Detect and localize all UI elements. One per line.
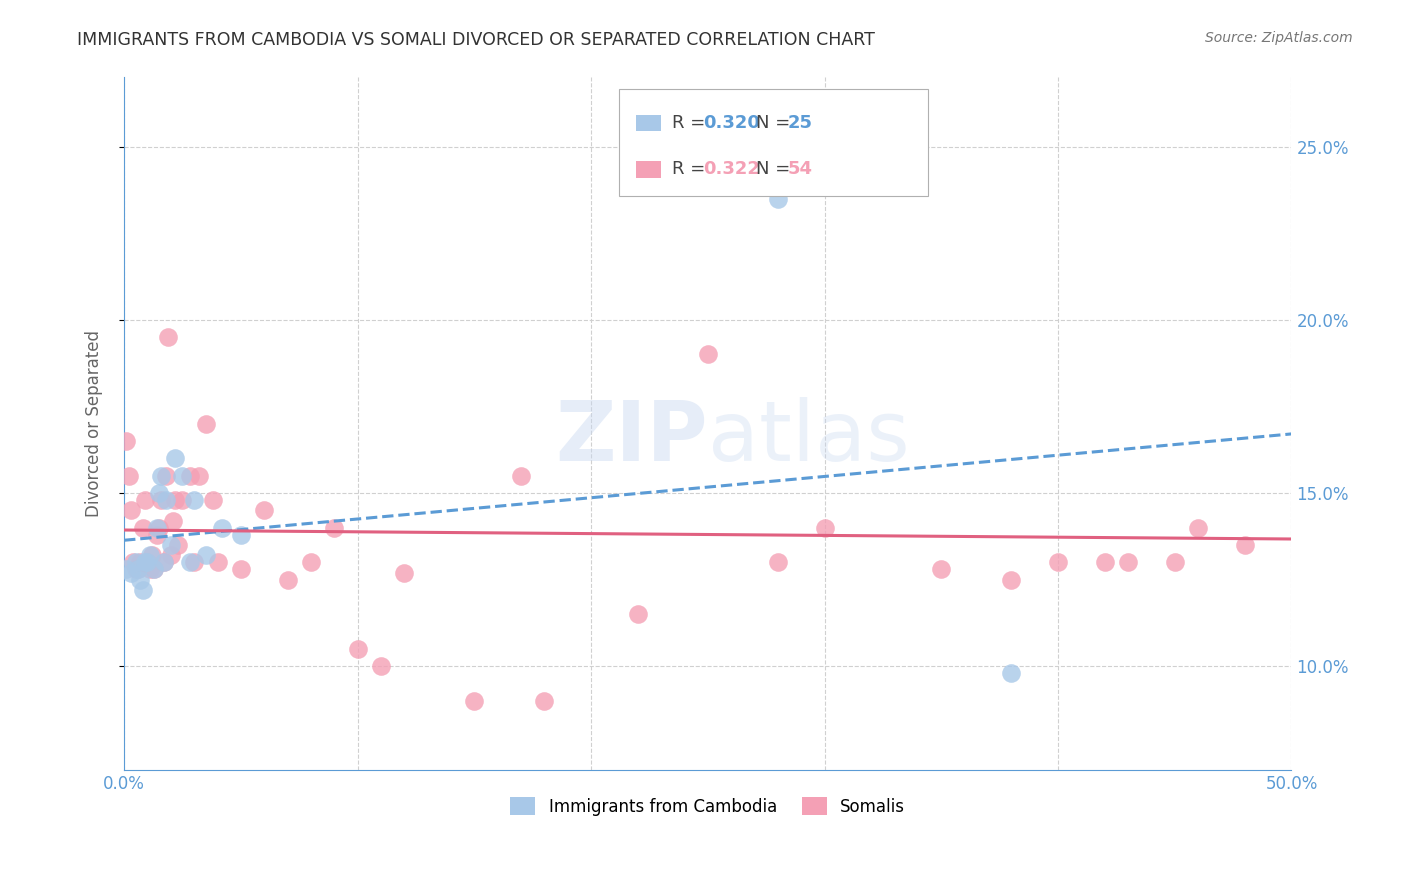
Point (346, 641, 368, 656)
Text: 0.320: 0.320 (703, 114, 759, 132)
Point (146, 527, 169, 541)
Point (141, 549, 163, 563)
Point (132, 582, 155, 597)
Point (115, 562, 138, 576)
Point (143, 562, 166, 576)
Point (394, 566, 416, 580)
Point (122, 555, 145, 569)
Point (179, 468, 201, 483)
Point (533, 694, 555, 708)
Point (159, 549, 181, 563)
Point (229, 527, 252, 541)
Point (127, 562, 149, 576)
Point (134, 492, 156, 507)
Point (299, 555, 322, 569)
Text: ZIP: ZIP (555, 397, 707, 478)
Point (813, 520, 835, 534)
Text: 25: 25 (787, 114, 813, 132)
Point (129, 555, 152, 569)
Point (211, 520, 233, 534)
Point (1164, 555, 1187, 569)
Point (139, 562, 162, 576)
Point (1000, 573, 1022, 587)
Point (129, 573, 152, 587)
Point (194, 549, 217, 563)
Point (229, 562, 252, 576)
Point (118, 468, 141, 483)
Point (165, 492, 187, 507)
Point (1094, 555, 1116, 569)
Point (172, 468, 194, 483)
Text: 0.322: 0.322 (703, 161, 759, 178)
Point (115, 434, 138, 448)
Point (120, 503, 142, 517)
Point (150, 468, 173, 483)
Point (187, 468, 209, 483)
Point (146, 520, 169, 534)
Point (860, 157, 883, 171)
Point (1000, 666, 1022, 681)
Point (766, 192, 789, 206)
Y-axis label: Divorced or Separated: Divorced or Separated (86, 330, 103, 517)
Point (162, 514, 184, 528)
Point (157, 330, 180, 344)
Point (125, 555, 148, 569)
Point (1046, 555, 1069, 569)
Point (159, 538, 181, 552)
Point (155, 468, 177, 483)
Point (172, 492, 194, 507)
Point (153, 555, 176, 569)
Point (183, 492, 205, 507)
Point (370, 659, 392, 673)
Point (165, 451, 187, 466)
Point (277, 573, 299, 587)
Point (696, 347, 718, 361)
Point (1233, 538, 1256, 552)
Point (323, 520, 346, 534)
Text: 54: 54 (787, 161, 813, 178)
Point (132, 520, 155, 534)
Text: R =: R = (672, 114, 711, 132)
Point (766, 555, 789, 569)
Point (139, 549, 162, 563)
Text: N =: N = (756, 161, 796, 178)
Point (148, 486, 170, 500)
Point (155, 492, 177, 507)
Point (179, 555, 201, 569)
Point (463, 694, 485, 708)
Point (183, 555, 205, 569)
Text: N =: N = (756, 114, 796, 132)
Point (153, 555, 176, 569)
Text: IMMIGRANTS FROM CAMBODIA VS SOMALI DIVORCED OR SEPARATED CORRELATION CHART: IMMIGRANTS FROM CAMBODIA VS SOMALI DIVOR… (77, 31, 875, 49)
Point (201, 492, 224, 507)
Text: R =: R = (672, 161, 711, 178)
Point (143, 562, 166, 576)
Point (120, 566, 142, 580)
Point (194, 417, 217, 431)
Point (134, 555, 156, 569)
Point (150, 492, 173, 507)
Text: atlas: atlas (707, 397, 910, 478)
Point (253, 503, 276, 517)
Point (136, 555, 159, 569)
Point (148, 520, 170, 534)
Point (929, 562, 952, 576)
Text: Source: ZipAtlas.com: Source: ZipAtlas.com (1205, 31, 1353, 45)
Point (127, 562, 149, 576)
Point (125, 562, 148, 576)
Legend: Immigrants from Cambodia, Somalis: Immigrants from Cambodia, Somalis (502, 789, 914, 824)
Point (207, 555, 229, 569)
Point (166, 538, 188, 552)
Point (1187, 520, 1209, 534)
Point (510, 468, 533, 483)
Point (1116, 555, 1139, 569)
Point (627, 607, 650, 622)
Point (136, 555, 159, 569)
